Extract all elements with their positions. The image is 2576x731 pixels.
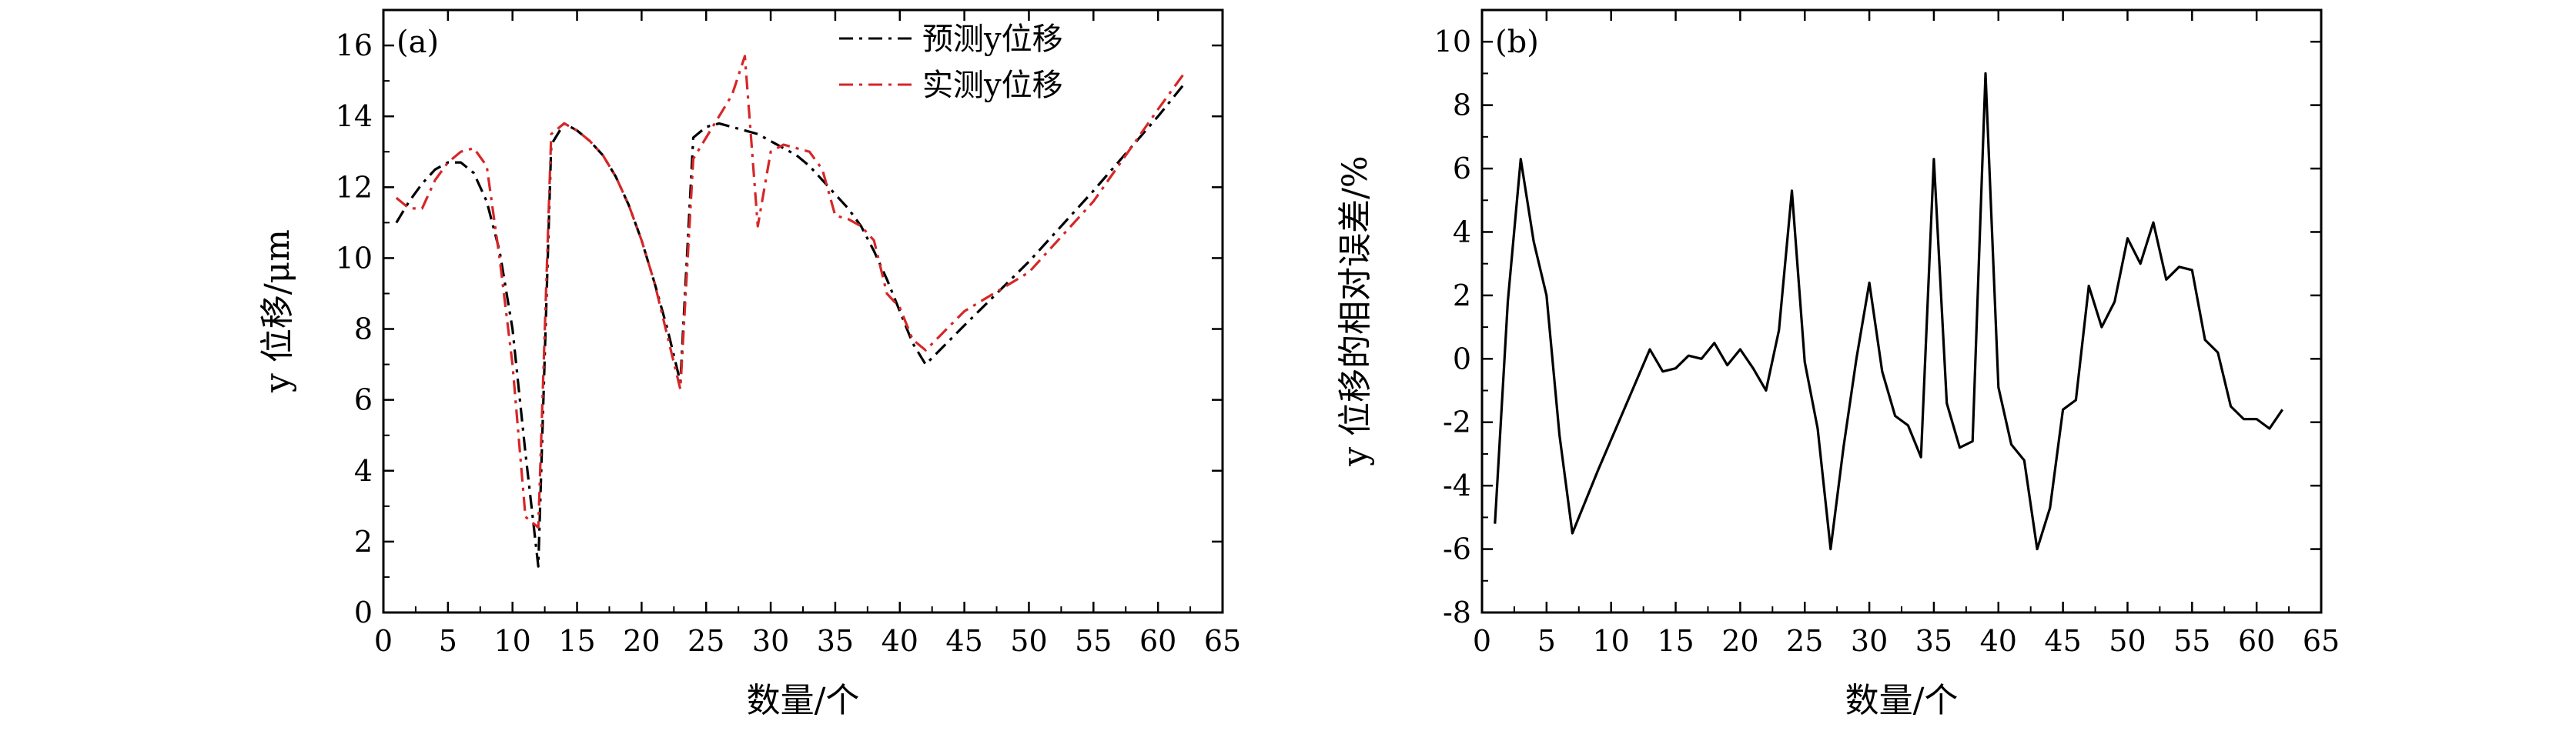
x-tick-label-a: 25	[687, 624, 724, 658]
x-tick-label-a: 50	[1010, 624, 1047, 658]
panel-a: 0 5 10 15 20 25 30 35 40 45 50 55 60 650246810121416 …	[258, 8, 1241, 720]
panel-a-frame	[382, 8, 1224, 614]
y-tick-label-a: 0	[354, 596, 373, 629]
series-line-b-0	[1494, 72, 2284, 551]
y-tick-label-b: -2	[1443, 406, 1471, 439]
x-tick-label-b: 65	[2303, 624, 2340, 658]
x-tick-label-a: 35	[817, 624, 854, 658]
y-tick-label-a: 10	[336, 241, 373, 275]
x-tick-label-b: 25	[1786, 624, 1823, 658]
x-tick-label-b: 30	[1851, 624, 1888, 658]
x-tick-label-a: 65	[1204, 624, 1241, 658]
y-tick-label-b: 0	[1453, 342, 1471, 376]
series-line-a-1	[395, 55, 1185, 529]
legend-label-measured: 实测y位移	[922, 68, 1063, 103]
x-tick-label-a: 5	[439, 624, 457, 658]
panel-a-tag: (a)	[396, 25, 439, 60]
panel-b-ticks: 0 5 10 15 20 25 30 35 40 45 50 55 60 65 -8 -6 -4 -2 0 2 4 6 8 1…	[1434, 10, 2340, 658]
x-tick-label-a: 10	[494, 624, 531, 658]
panel-a-series	[395, 55, 1185, 568]
y-tick-label-b: 6	[1453, 152, 1471, 185]
y-tick-label-a: 12	[336, 170, 373, 204]
x-tick-label-b: 45	[2044, 624, 2081, 658]
panel-b-series	[1494, 72, 2284, 551]
panel-b-tag: (b)	[1495, 25, 1539, 60]
y-tick-label-a: 6	[354, 383, 373, 417]
x-tick-label-b: 20	[1721, 624, 1758, 658]
y-tick-label-b: -6	[1443, 532, 1471, 566]
y-tick-label-b: 10	[1434, 25, 1471, 58]
y-tick-label-b: 8	[1453, 88, 1471, 122]
panel-b-xlabel: 数量/个	[1845, 681, 1959, 720]
y-tick-label-b: 2	[1453, 279, 1471, 312]
y-tick-label-b: -4	[1443, 469, 1471, 502]
x-tick-label-a: 15	[558, 624, 595, 658]
y-tick-label-a: 16	[336, 28, 373, 62]
y-tick-label-a: 4	[354, 454, 373, 488]
x-tick-label-b: 60	[2238, 624, 2275, 658]
panel-a-legend: 预测y位移 实测y位移	[839, 22, 1063, 103]
y-tick-label-a: 14	[336, 99, 373, 133]
x-tick-label-a: 0	[374, 624, 393, 658]
panel-a-xlabel: 数量/个	[747, 681, 860, 720]
x-tick-label-a: 20	[623, 624, 660, 658]
x-tick-label-b: 55	[2173, 624, 2210, 658]
x-tick-label-b: 15	[1657, 624, 1694, 658]
legend-label-predicted: 预测y位移	[922, 22, 1063, 57]
y-tick-label-b: 4	[1453, 215, 1471, 249]
x-tick-label-b: 10	[1593, 624, 1630, 658]
x-tick-label-a: 40	[882, 624, 918, 658]
panel-b-frame	[1480, 8, 2323, 614]
x-tick-label-a: 45	[945, 624, 982, 658]
panel-a-ylabel: y 位移/μm	[258, 229, 297, 393]
y-tick-label-b: -8	[1443, 596, 1471, 629]
y-tick-label-a: 2	[354, 525, 373, 559]
x-tick-label-b: 0	[1473, 624, 1491, 658]
y-tick-label-a: 8	[354, 312, 373, 346]
panel-a-ticks: 0 5 10 15 20 25 30 35 40 45 50 55 60 65 0 2 4 6 8 10 12 14 16	[336, 10, 1241, 658]
series-line-a-0	[395, 83, 1185, 568]
x-tick-label-b: 5	[1537, 624, 1556, 658]
x-tick-label-a: 55	[1075, 624, 1112, 658]
x-tick-label-b: 40	[1980, 624, 2017, 658]
panel-b: 0 5 10 15 20 25 30 35 40 45 50 55 60 65 -8 -6 -4 -2 0 2 4 6 8 1…	[1336, 8, 2340, 720]
x-tick-label-b: 50	[2109, 624, 2146, 658]
panel-b-ylabel: y 位移的相对误差/%	[1336, 155, 1375, 466]
x-tick-label-a: 60	[1139, 624, 1176, 658]
x-tick-label-a: 30	[752, 624, 789, 658]
x-tick-label-b: 35	[1915, 624, 1952, 658]
